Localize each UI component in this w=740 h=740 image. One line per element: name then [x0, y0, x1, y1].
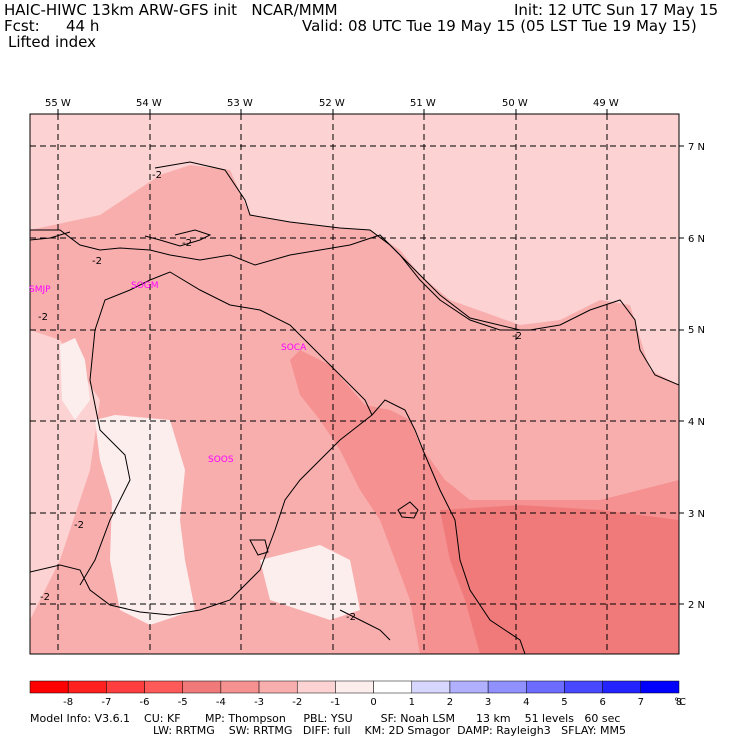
- axis-ticks: [57, 109, 684, 605]
- colorbar-swatch: [220, 680, 260, 694]
- lon-label: 49 W: [593, 98, 619, 109]
- colorbar-label: 3: [485, 697, 491, 708]
- colorbar-label: 5: [561, 697, 567, 708]
- shaded-field: [30, 114, 679, 654]
- contour-label: -2: [92, 256, 102, 267]
- lon-label: 54 W: [136, 98, 162, 109]
- map-frame: [29, 113, 680, 655]
- colorbar-label: 4: [523, 697, 529, 708]
- lon-label: 52 W: [319, 98, 345, 109]
- colorbar-swatch: [411, 680, 451, 694]
- lat-lon-grid: [30, 114, 679, 654]
- colorbar-swatch: [296, 680, 336, 694]
- lat-label: 5 N: [688, 325, 705, 336]
- colorbar-swatch: [602, 680, 642, 694]
- station-label: SOCA: [281, 343, 307, 353]
- lat-label: 4 N: [688, 417, 705, 428]
- lon-label: 50 W: [502, 98, 528, 109]
- colorbar-swatch: [449, 680, 489, 694]
- colorbar-swatch: [106, 680, 145, 694]
- colorbar: [29, 680, 680, 694]
- forecast-hours: 44 h: [66, 17, 100, 35]
- station-label: SOGM: [131, 281, 159, 291]
- colorbar-swatch: [487, 680, 527, 694]
- colorbar-label: -5: [178, 697, 188, 708]
- contours: [154, 161, 521, 641]
- colorbar-label: 7: [638, 697, 644, 708]
- colorbar-label: 1: [409, 697, 415, 708]
- colorbar-swatch: [258, 680, 298, 694]
- lat-label: 3 N: [688, 509, 705, 520]
- contour-label: -2: [40, 592, 50, 603]
- lon-label: 55 W: [45, 98, 71, 109]
- title-left: HAIC-HIWC 13km ARW-GFS init NCAR/MMM: [4, 1, 338, 19]
- station-label: SMJP: [29, 285, 51, 295]
- colorbar-label: -4: [216, 697, 226, 708]
- colorbar-label: 6: [599, 697, 605, 708]
- lon-label: 51 W: [410, 98, 436, 109]
- lat-label: 6 N: [688, 234, 705, 245]
- colorbar-label: -6: [140, 697, 150, 708]
- colorbar-label: -8: [63, 697, 73, 708]
- colorbar-label: 2: [447, 697, 453, 708]
- contour-label: -2: [38, 312, 48, 323]
- contour-label: -2: [346, 612, 356, 623]
- lat-label: 2 N: [688, 600, 705, 611]
- valid-time: Valid: 08 UTC Tue 19 May 15 (05 LST Tue …: [302, 17, 697, 35]
- colorbar-swatch: [144, 680, 183, 694]
- colorbar-swatch: [564, 680, 603, 694]
- forecast-label: Fcst:: [4, 17, 40, 35]
- model-info-line1: Model Info: V3.6.1 CU: KF MP: Thompson P…: [30, 712, 621, 725]
- colorbar-swatch: [335, 680, 374, 694]
- colorbar-swatch: [29, 680, 69, 694]
- coastlines-borders: [30, 229, 679, 654]
- contour-label: -2: [74, 520, 84, 531]
- contour-label: -2: [512, 331, 522, 342]
- colorbar-swatch: [182, 680, 222, 694]
- contour-label: -2: [182, 238, 192, 249]
- colorbar-label: -3: [254, 697, 264, 708]
- colorbar-label: 8: [676, 697, 682, 708]
- colorbar-label: 0: [370, 697, 376, 708]
- init-time: Init: 12 UTC Sun 17 May 15: [514, 1, 719, 19]
- field-name: Lifted index: [8, 33, 96, 51]
- colorbar-swatch: [640, 680, 680, 694]
- colorbar-swatch: [373, 680, 413, 694]
- station-label: SOOS: [208, 455, 234, 465]
- colorbar-swatch: [67, 680, 107, 694]
- colorbar-label: -1: [330, 697, 340, 708]
- contour-label: -2: [152, 170, 162, 181]
- model-info-line2: LW: RRTMG SW: RRTMG DIFF: full KM: 2D Sm…: [153, 724, 626, 737]
- colorbar-unit: °C: [674, 697, 686, 708]
- lat-label: 7 N: [688, 142, 705, 153]
- colorbar-label: -2: [292, 697, 302, 708]
- colorbar-label: -7: [101, 697, 111, 708]
- lon-label: 53 W: [227, 98, 253, 109]
- colorbar-swatch: [526, 680, 565, 694]
